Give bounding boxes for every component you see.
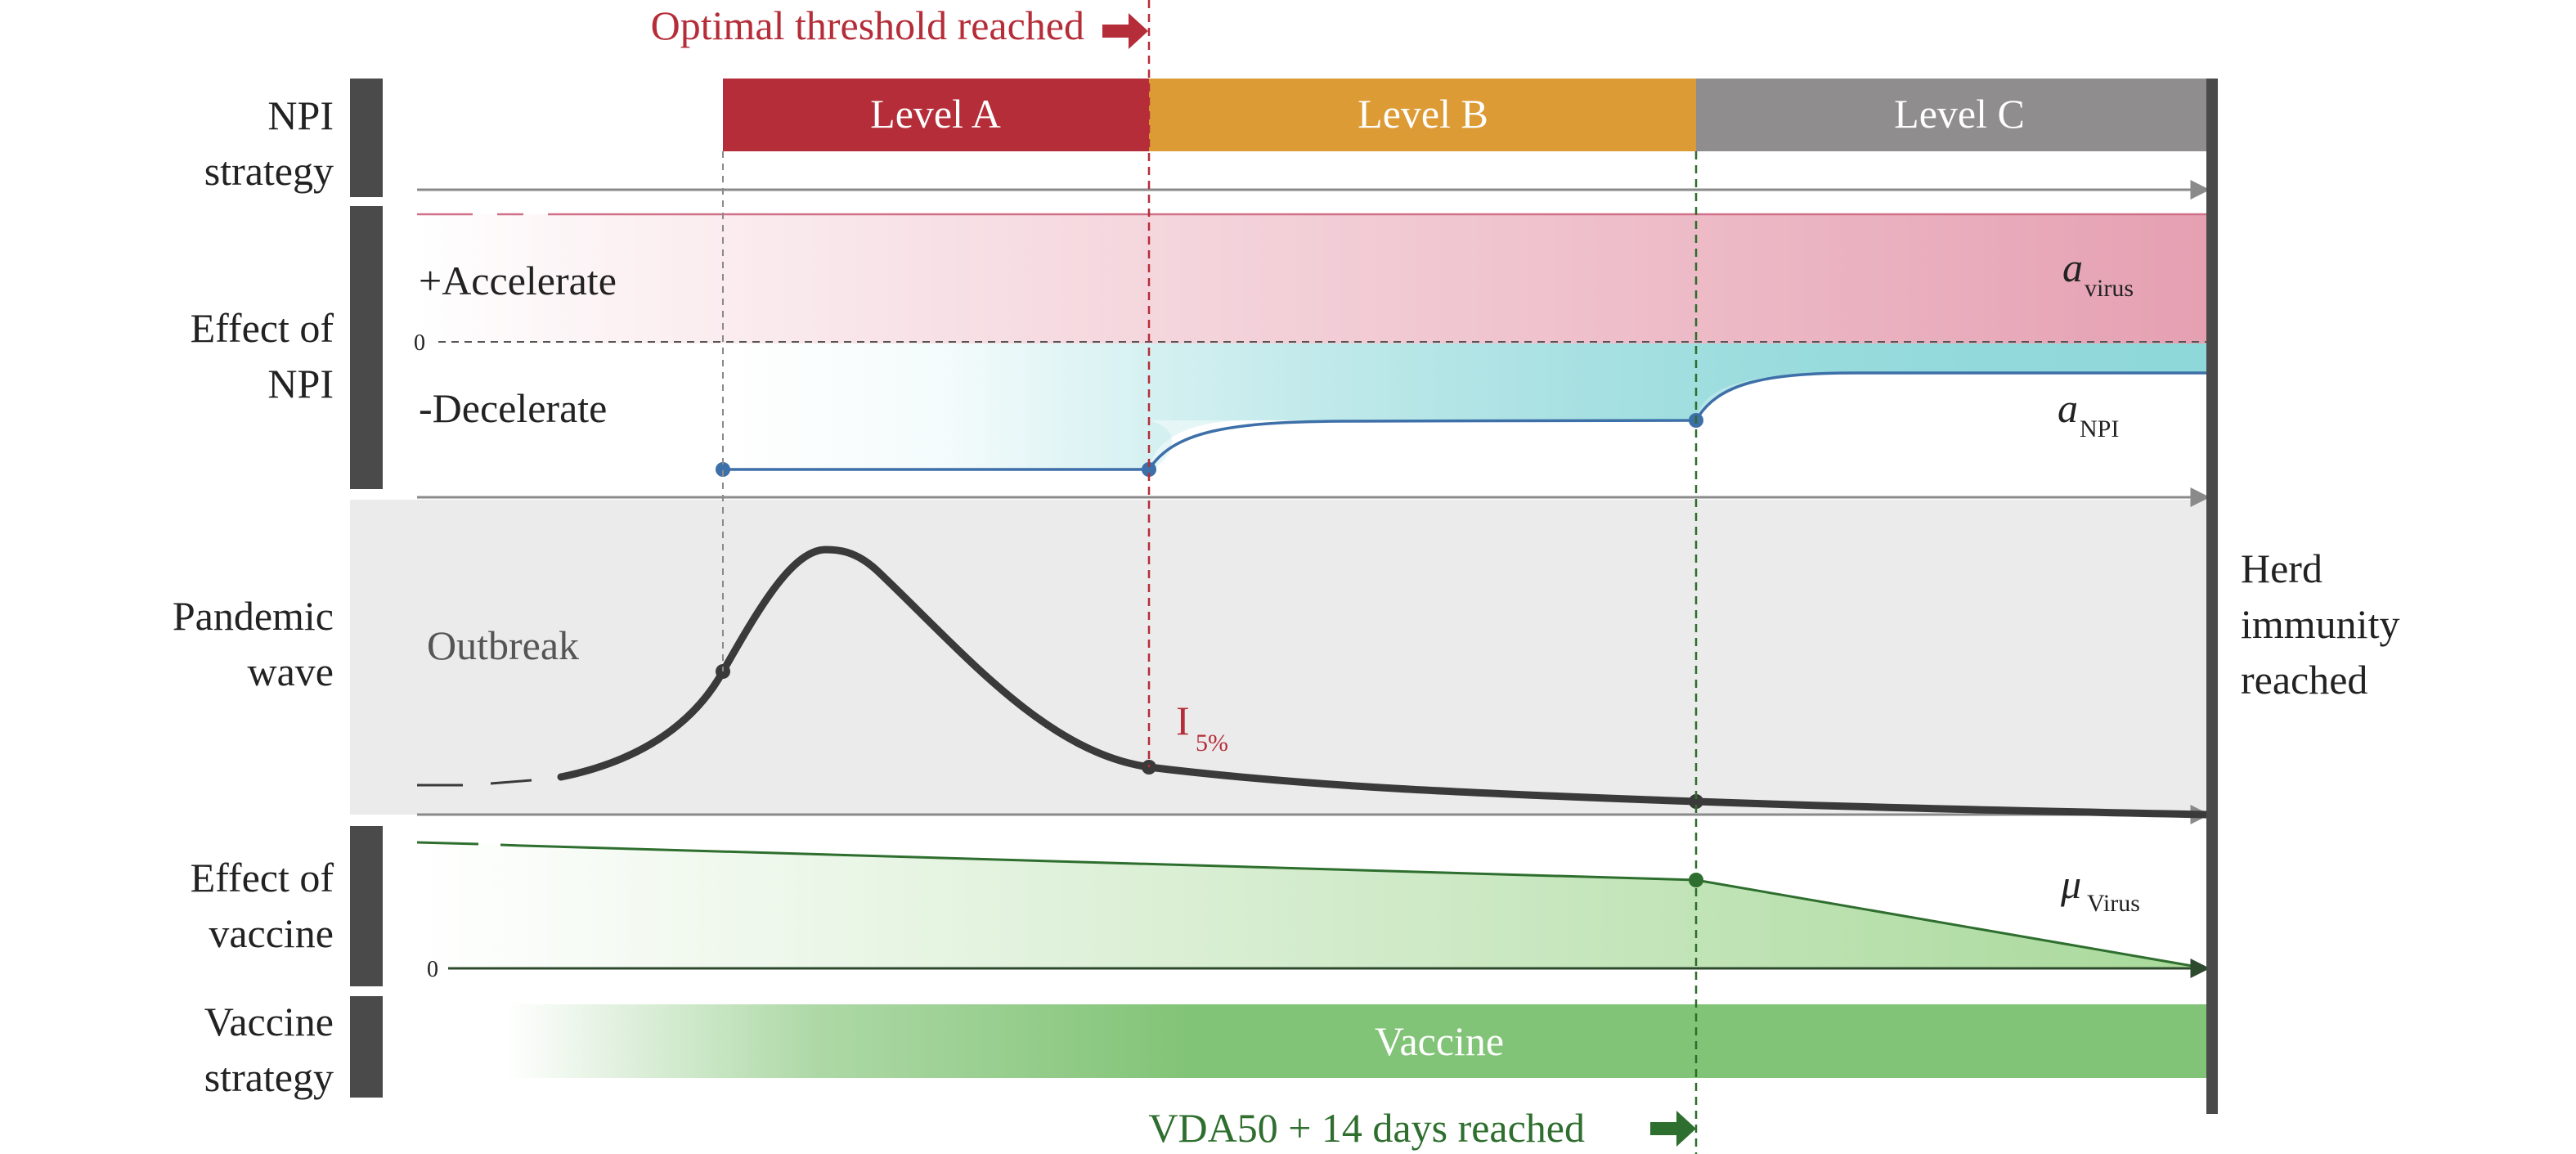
npi-effect-curve bbox=[723, 371, 2206, 471]
label-pandemic-wave-line1: Pandemic bbox=[173, 593, 334, 639]
a-virus-symbol: a bbox=[2062, 245, 2083, 290]
a-npi-label: a NPI bbox=[2058, 385, 2119, 442]
label-vaccine-strategy-line1: Vaccine bbox=[204, 999, 334, 1044]
label-pandemic-wave-line2: wave bbox=[248, 649, 334, 694]
accelerate-band bbox=[417, 214, 2206, 344]
label-effect-of-npi-line1: Effect of bbox=[191, 305, 334, 351]
side-bar-vaccine-strategy bbox=[350, 996, 383, 1098]
pandemic-wave-background bbox=[350, 500, 2206, 815]
a-npi-subscript: NPI bbox=[2080, 415, 2119, 442]
accelerate-label: +Accelerate bbox=[419, 258, 617, 303]
level-c-label: Level C bbox=[1894, 91, 2025, 137]
decelerate-band-fill bbox=[721, 344, 2206, 469]
herd-immunity-line1: Herd bbox=[2241, 546, 2322, 591]
pandemic-wave-curve bbox=[557, 546, 2210, 819]
level-a-bar bbox=[723, 79, 1149, 151]
npi-level-bars: Level A Level B Level C bbox=[723, 79, 2206, 151]
i5-subscript: 5% bbox=[1196, 730, 1228, 757]
mu-virus-symbol: μ bbox=[2060, 861, 2081, 907]
mu-virus-subscript: Virus bbox=[2087, 890, 2140, 917]
side-bar-effect-of-npi bbox=[350, 206, 383, 489]
pandemic-point-outbreak bbox=[716, 664, 730, 679]
row-side-bars bbox=[350, 79, 383, 1098]
label-npi-strategy-line1: NPI bbox=[267, 92, 334, 138]
herd-immunity-boundary bbox=[2206, 79, 2218, 1114]
side-bar-effect-of-vaccine bbox=[350, 826, 383, 986]
i5-label: I 5% bbox=[1176, 698, 1228, 757]
vda50-arrow-icon bbox=[1650, 1111, 1696, 1147]
mu-virus-label: μ Virus bbox=[2060, 861, 2140, 917]
a-virus-label: a virus bbox=[2062, 245, 2134, 302]
npi-zero-label: 0 bbox=[414, 330, 425, 356]
npi-curve-point-level-b bbox=[1142, 462, 1156, 477]
vaccine-zero-label: 0 bbox=[427, 957, 438, 982]
label-effect-of-npi-line2: NPI bbox=[267, 361, 334, 406]
vda50-label: VDA50 + 14 days reached bbox=[1148, 1105, 1585, 1151]
label-npi-strategy-line2: strategy bbox=[204, 148, 334, 194]
herd-immunity-line3: reached bbox=[2241, 657, 2367, 703]
decelerate-label: -Decelerate bbox=[419, 385, 607, 431]
i5-symbol: I bbox=[1176, 698, 1190, 743]
pandemic-curve-dashed-start bbox=[417, 779, 532, 787]
row-labels: NPI strategy Effect of NPI Pandemic wave… bbox=[173, 92, 334, 1100]
herd-immunity-line2: immunity bbox=[2241, 601, 2399, 647]
level-b-bar bbox=[1149, 79, 1696, 151]
a-virus-subscript: virus bbox=[2085, 275, 2134, 302]
pandemic-point-vda bbox=[1689, 794, 1703, 809]
npi-curve-point-start bbox=[716, 462, 730, 477]
label-vaccine-strategy-line2: strategy bbox=[204, 1054, 334, 1100]
a-npi-symbol: a bbox=[2058, 385, 2078, 431]
optimal-threshold-label: Optimal threshold reached bbox=[651, 2, 1084, 48]
outbreak-label: Outbreak bbox=[427, 622, 579, 668]
optimal-threshold-arrow-icon bbox=[1102, 13, 1148, 49]
label-effect-of-vaccine-line1: Effect of bbox=[191, 855, 334, 900]
level-a-label: Level A bbox=[870, 91, 1001, 137]
level-b-label: Level B bbox=[1358, 91, 1488, 137]
vaccine-effect-area bbox=[417, 842, 2206, 968]
level-c-bar bbox=[1696, 79, 2206, 151]
vaccine-strategy-label: Vaccine bbox=[1375, 1018, 1504, 1064]
label-effect-of-vaccine-line2: vaccine bbox=[209, 910, 334, 956]
vaccine-effect-curve-dashed-start bbox=[416, 841, 524, 847]
herd-immunity-label: Herd immunity reached bbox=[2241, 546, 2399, 703]
vaccine-strategy-bar bbox=[507, 1004, 2206, 1078]
side-bar-npi-strategy bbox=[350, 79, 383, 197]
